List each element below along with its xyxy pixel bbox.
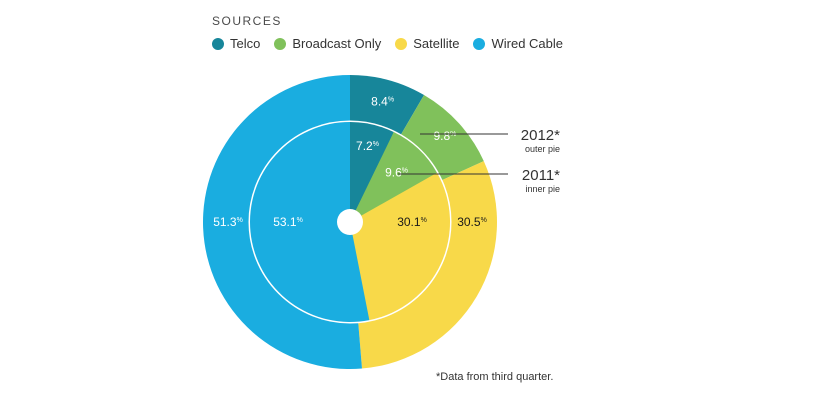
legend-item-wired-cable: Wired Cable <box>473 36 563 51</box>
inner-slice-telco <box>350 122 394 222</box>
legend-label-wired-cable: Wired Cable <box>491 36 564 51</box>
outer-label-satellite: 30.5% <box>457 215 487 229</box>
legend-label-satellite: Satellite <box>413 36 460 51</box>
legend-swatch-broadcast-only <box>274 37 287 50</box>
callout-subtitle-inner: inner pie <box>525 184 560 194</box>
inner-slice-wired-cable <box>249 122 370 323</box>
footnote: *Data from third quarter. <box>436 371 554 383</box>
legend-label-telco: Telco <box>230 36 261 51</box>
inner-ring <box>249 122 450 323</box>
inner-label-wired-cable: 53.1% <box>273 215 303 229</box>
legend-label-broadcast-only: Broadcast Only <box>292 36 382 51</box>
legend-item-telco: Telco <box>212 36 260 51</box>
slice-labels: 8.4%9.8%30.5%51.3%7.2%9.6%30.1%53.1% <box>213 94 487 229</box>
callout-subtitle-outer: outer pie <box>525 144 560 154</box>
legend-item-satellite: Satellite <box>395 36 459 51</box>
center-hole <box>337 209 363 235</box>
legend-title: SOURCES <box>212 14 282 28</box>
legend-swatch-wired-cable <box>473 37 486 50</box>
callout-title-inner: 2011* <box>522 167 560 184</box>
inner-slice-broadcast-only <box>350 132 438 222</box>
callout-title-outer: 2012* <box>521 127 560 144</box>
legend-swatch-telco <box>212 37 224 50</box>
legend-item-broadcast-only: Broadcast Only <box>274 36 381 51</box>
inner-label-satellite: 30.1% <box>397 215 427 229</box>
legend-swatch-satellite <box>395 37 408 50</box>
outer-label-wired-cable: 51.3% <box>213 215 243 229</box>
inner-slice-satellite <box>350 172 450 321</box>
legend: Telco Broadcast Only Satellite Wired Cab… <box>212 36 577 51</box>
